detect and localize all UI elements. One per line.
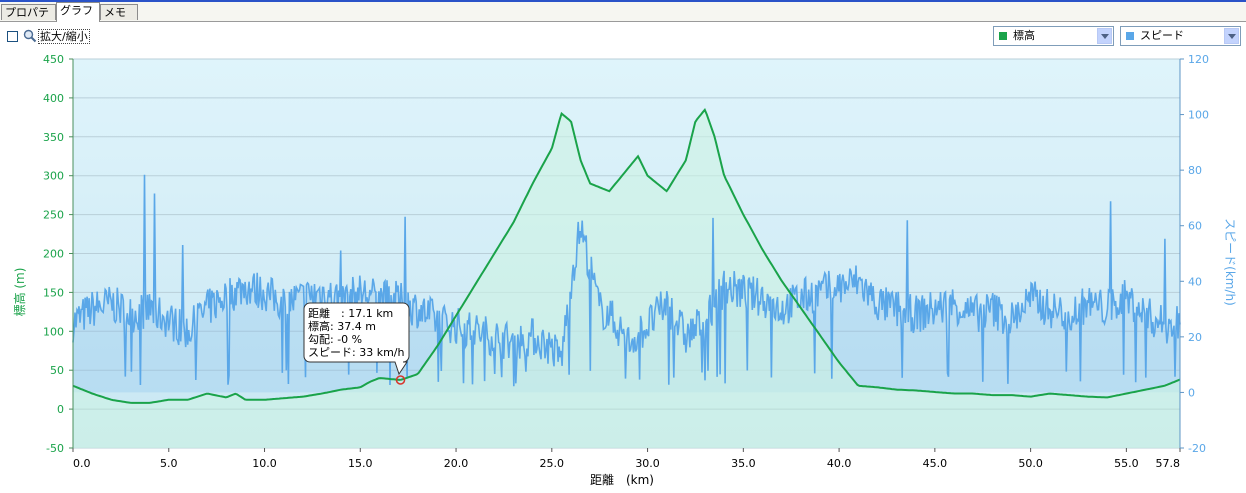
x-tick-label: 57.8 [1156, 457, 1181, 470]
y-left-tick-label: 300 [43, 170, 64, 183]
y-left-tick-label: 350 [43, 131, 64, 144]
y-right-tick-label: 60 [1188, 220, 1202, 233]
magnifier-icon [23, 29, 37, 43]
y-left-tick-label: 0 [57, 403, 64, 416]
tab-properties[interactable]: プロパティ [1, 4, 56, 35]
x-tick-label: 45.0 [923, 457, 948, 470]
y-left-tick-label: 250 [43, 209, 64, 222]
right-y-axis-ticks: -20 0 20 40 60 80 100 120 [1180, 53, 1209, 455]
y-left-tick-label: 400 [43, 92, 64, 105]
y-left-tick-label: 150 [43, 286, 64, 299]
x-tick-label: 35.0 [731, 457, 756, 470]
y-left-tick-label: 50 [50, 364, 64, 377]
right-axis-select[interactable]: スピード [1120, 26, 1241, 46]
y-right-tick-label: 40 [1188, 275, 1202, 288]
left-y-axis-label: 標高 (m) [12, 268, 27, 317]
x-tick-label: 15.0 [348, 457, 373, 470]
y-left-tick-label: 200 [43, 248, 64, 261]
y-left-tick-label: -50 [46, 442, 64, 455]
elevation-area [73, 109, 1180, 449]
y-right-tick-label: 80 [1188, 164, 1202, 177]
speed-swatch-icon [1126, 32, 1134, 40]
x-axis-label: 距離 (km) [590, 473, 654, 487]
x-tick-label: 20.0 [444, 457, 469, 470]
x-tick-label: 5.0 [160, 457, 178, 470]
elevation-swatch-icon [999, 32, 1007, 40]
tab-memo[interactable]: メモ [100, 4, 138, 20]
position-marker[interactable] [395, 375, 406, 385]
tooltip: 距離 : 17.1 km 標高: 37.4 m 勾配: -0 % スピード: 3… [303, 302, 410, 376]
tooltip-line-speed: スピード: 33 km/h [308, 346, 404, 359]
elevation-speed-chart[interactable]: 0.0 5.0 10.0 15.0 20.0 25.0 30.0 35.0 40.0 45.0 50… [0, 52, 1246, 493]
y-left-tick-label: 450 [43, 53, 64, 66]
tooltip-line-elevation: 標高: 37.4 m [308, 319, 376, 333]
zoom-checkbox[interactable] [7, 31, 18, 42]
x-tick-label: 30.0 [635, 457, 660, 470]
right-y-axis-label: スピード(km/h) [1223, 218, 1237, 306]
right-axis-select-value: スピード [1140, 29, 1184, 42]
x-tick-label: 40.0 [827, 457, 852, 470]
crosshair-icon [395, 375, 406, 385]
y-right-tick-label: 120 [1188, 53, 1209, 66]
x-tick-label: 50.0 [1018, 457, 1043, 470]
y-right-tick-label: 100 [1188, 109, 1209, 122]
graph-toolbar: 拡大/縮小 標高 スピード [0, 22, 1246, 52]
tooltip-box [303, 302, 410, 376]
chevron-down-icon[interactable] [1224, 28, 1239, 44]
x-tick-label: 25.0 [540, 457, 565, 470]
tab-graph[interactable]: グラフ [56, 2, 100, 22]
y-right-tick-label: 20 [1188, 331, 1202, 344]
speed-series-line [72, 174, 1181, 387]
tooltip-line-grade: 勾配: -0 % [308, 333, 362, 346]
zoom-label[interactable]: 拡大/縮小 [38, 29, 90, 44]
y-right-tick-label: -20 [1188, 442, 1206, 455]
elevation-series-line [72, 108, 1181, 404]
left-axis-select[interactable]: 標高 [993, 26, 1114, 46]
x-tick-label: 0.0 [73, 457, 91, 470]
left-axis-select-value: 標高 [1013, 29, 1035, 42]
x-axis-ticks: 0.0 5.0 10.0 15.0 20.0 25.0 30.0 35.0 40.0 45.0 50… [72, 448, 1181, 470]
x-tick-label: 55.0 [1114, 457, 1139, 470]
y-left-tick-label: 100 [43, 325, 64, 338]
y-right-tick-label: 0 [1188, 386, 1195, 399]
chevron-down-icon[interactable] [1097, 28, 1112, 44]
left-y-axis-ticks: -50 0 50 100 150 200 250 300 350 400 450 [43, 53, 73, 455]
x-tick-label: 10.0 [252, 457, 277, 470]
tab-bar: プロパティ グラフ メモ [0, 0, 1246, 35]
tooltip-line-distance: 距離 : 17.1 km [308, 306, 393, 320]
